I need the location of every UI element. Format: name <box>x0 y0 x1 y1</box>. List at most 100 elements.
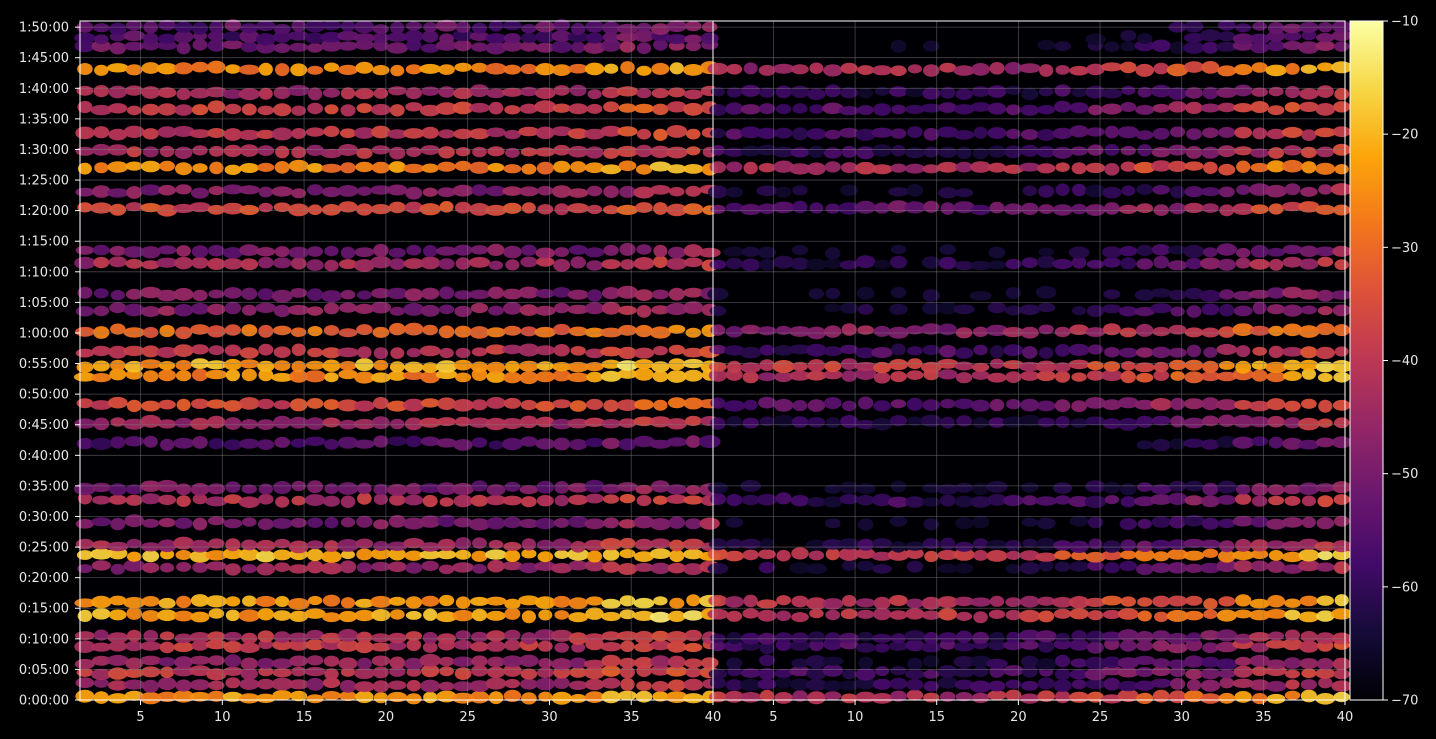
heatmap-cell <box>109 245 127 256</box>
heatmap-cell <box>124 690 144 701</box>
heatmap-cell <box>838 106 860 116</box>
heatmap-cell <box>772 201 795 214</box>
heatmap-cell <box>973 126 988 139</box>
heatmap-cell <box>1201 203 1219 213</box>
heatmap-cell <box>1331 608 1353 620</box>
heatmap-cell <box>1266 160 1286 173</box>
heatmap-cell <box>683 244 703 258</box>
heatmap-cell <box>435 611 458 623</box>
heatmap-cell <box>937 549 958 561</box>
heatmap-cell <box>273 325 292 336</box>
heatmap-cell <box>223 439 243 451</box>
heatmap-cell <box>109 609 127 621</box>
heatmap-cell <box>1333 561 1350 574</box>
heatmap-cell <box>1118 629 1139 642</box>
heatmap-cell <box>905 541 925 551</box>
heatmap-cell <box>356 631 373 644</box>
heatmap-cell <box>633 186 655 199</box>
heatmap-cell <box>307 246 323 257</box>
heatmap-cell <box>322 594 341 607</box>
heatmap-cell <box>774 127 793 139</box>
heatmap-cell <box>990 345 1004 359</box>
heatmap-cell <box>1334 515 1350 527</box>
heatmap-cell <box>238 185 260 195</box>
heatmap-cell <box>1104 163 1120 176</box>
heatmap-cell <box>601 654 621 667</box>
heatmap-cell <box>685 666 702 678</box>
heatmap-cell <box>1201 61 1220 74</box>
heatmap-cell <box>790 147 810 158</box>
heatmap-cell <box>140 203 162 213</box>
heatmap-cell <box>1184 610 1204 621</box>
heatmap-cell <box>805 563 828 574</box>
heatmap-cell <box>107 161 129 173</box>
heatmap-cell <box>1216 371 1237 382</box>
heatmap-cell <box>1200 539 1221 549</box>
heatmap-cell <box>954 679 974 690</box>
heatmap-cell <box>1037 417 1055 428</box>
heatmap-cell <box>740 203 762 216</box>
heatmap-cell <box>290 690 308 702</box>
heatmap-cell <box>455 347 471 359</box>
heatmap-cell <box>238 496 260 509</box>
heatmap-cell <box>682 347 704 358</box>
heatmap-cell <box>1102 399 1122 411</box>
heatmap-cell <box>469 691 490 704</box>
heatmap-cell <box>1038 204 1054 215</box>
heatmap-cell <box>1252 127 1268 140</box>
heatmap-cell <box>618 438 637 451</box>
heatmap-cell <box>635 690 653 703</box>
heatmap-cell <box>338 201 358 213</box>
heatmap-cell <box>554 517 570 528</box>
heatmap-cell <box>683 287 704 298</box>
heatmap-cell <box>386 400 408 412</box>
heatmap-cell <box>322 677 341 689</box>
heatmap-cell <box>759 689 775 702</box>
heatmap-cell <box>973 550 988 561</box>
heatmap-cell <box>1331 680 1353 692</box>
heatmap-cell <box>471 550 488 562</box>
heatmap-cell <box>321 550 342 563</box>
heatmap-cell <box>890 128 907 139</box>
heatmap-cell <box>554 642 569 653</box>
heatmap-cell <box>1021 665 1038 678</box>
heatmap-cell <box>889 255 908 269</box>
heatmap-cell <box>1039 347 1054 359</box>
heatmap-cell <box>272 257 292 269</box>
heatmap-cell <box>340 517 356 528</box>
heatmap-cell <box>822 598 844 610</box>
heatmap-cell <box>585 493 604 504</box>
heatmap-cell <box>1281 517 1304 528</box>
heatmap-cell <box>389 596 406 606</box>
heatmap-cell <box>389 258 406 270</box>
heatmap-cell <box>756 493 778 506</box>
heatmap-cell <box>192 517 208 531</box>
heatmap-cell <box>1153 370 1170 381</box>
heatmap-cell <box>535 147 556 157</box>
heatmap-cell <box>190 417 210 430</box>
heatmap-cell <box>791 245 809 255</box>
heatmap-cell <box>125 161 143 171</box>
heatmap-cell <box>1037 39 1056 51</box>
heatmap-cell <box>684 658 703 668</box>
heatmap-cell <box>189 550 211 563</box>
heatmap-cell <box>438 64 455 75</box>
heatmap-cell <box>791 64 809 75</box>
heatmap-cell <box>686 146 701 156</box>
heatmap-cell <box>922 399 941 411</box>
heatmap-cell <box>1085 204 1106 216</box>
heatmap-cell <box>1232 515 1254 527</box>
heatmap-cell <box>258 343 274 356</box>
heatmap-cell <box>904 630 926 642</box>
heatmap-cell <box>757 127 778 139</box>
heatmap-cell <box>873 400 892 412</box>
heatmap-cell <box>1316 595 1334 606</box>
heatmap-cell <box>1334 346 1349 357</box>
heatmap-cell <box>567 145 589 158</box>
heatmap-cell <box>1314 127 1337 138</box>
heatmap-cell <box>1134 362 1155 373</box>
heatmap-cell <box>707 287 729 301</box>
heatmap-cell <box>222 40 244 50</box>
heatmap-cell <box>371 609 391 622</box>
heatmap-cell <box>357 346 372 359</box>
